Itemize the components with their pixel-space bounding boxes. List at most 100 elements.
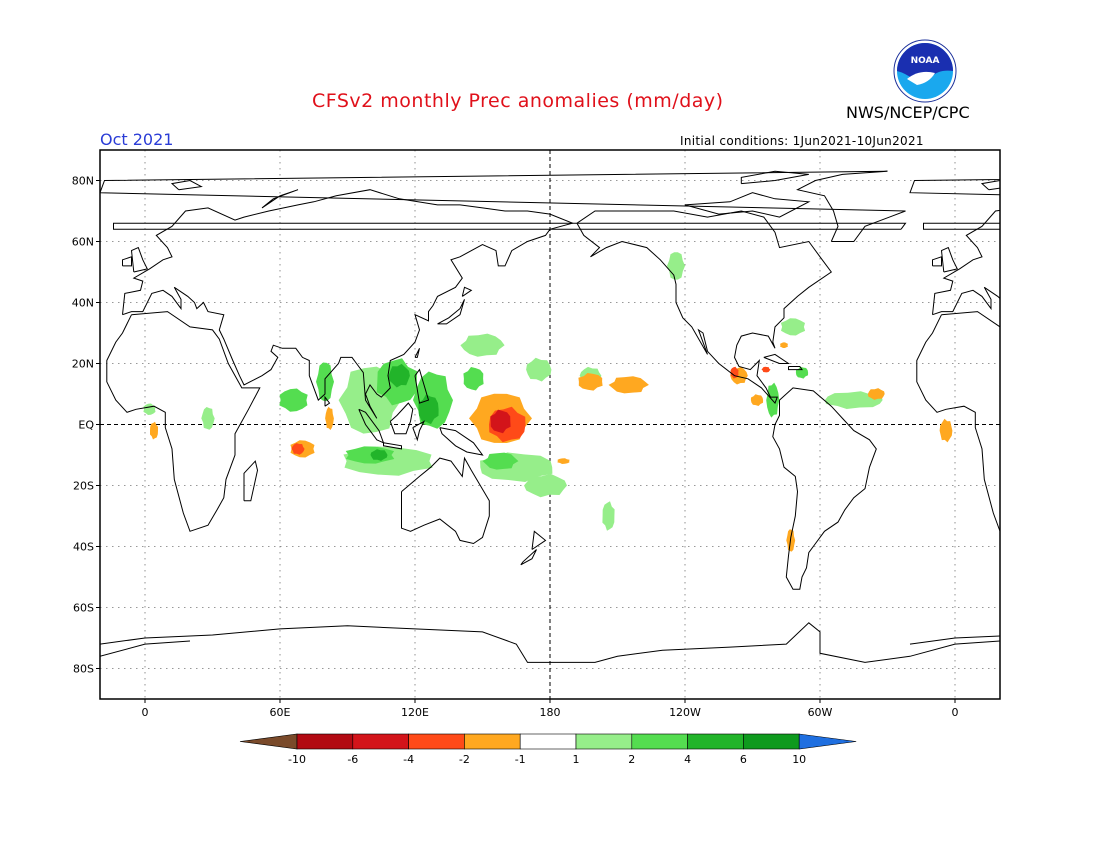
- coastline: [261, 189, 299, 209]
- anomaly-patch: [578, 373, 603, 391]
- precip-anomaly-fields: [143, 252, 953, 552]
- anomaly-patch: [325, 406, 334, 430]
- colorbar-swatch: [464, 733, 521, 750]
- anomaly-patch: [370, 449, 388, 461]
- anomaly-patch: [750, 394, 764, 406]
- colorbar-label: 1: [573, 753, 580, 766]
- coastline: [923, 222, 1000, 230]
- colorbar-swatch: [408, 733, 465, 750]
- coastline: [932, 209, 1000, 316]
- coastline: [576, 210, 833, 405]
- coastline: [100, 640, 191, 657]
- coastline: [439, 427, 484, 456]
- anomaly-patch: [824, 391, 883, 409]
- anomaly-patch: [761, 366, 771, 373]
- anomaly-patch: [143, 403, 156, 415]
- colorbar-label: 10: [792, 753, 806, 766]
- colorbar-label: -2: [459, 753, 470, 766]
- forecast-month: Oct 2021: [100, 130, 174, 149]
- anomaly-patch: [482, 452, 519, 470]
- anomaly-patch: [490, 409, 511, 434]
- coastline: [909, 635, 1000, 645]
- coastline: [170, 179, 203, 191]
- colorbar-swatch: [575, 733, 633, 750]
- anomaly-patch: [557, 458, 570, 464]
- anomaly-patch: [201, 407, 215, 430]
- lat-tick-label: 80N: [72, 175, 94, 188]
- coastline: [122, 189, 575, 419]
- colorbar-swatch: [296, 733, 354, 750]
- anomaly-patch: [867, 388, 885, 400]
- figure-title: CFSv2 monthly Prec anomalies (mm/day): [312, 90, 724, 112]
- colorbar-label: 6: [740, 753, 747, 766]
- anomaly-patch: [780, 318, 806, 336]
- coastline: [243, 460, 259, 502]
- colorbar-label: -10: [288, 753, 306, 766]
- colorbar-arrow-low: [239, 733, 298, 750]
- lat-tick-label: 40S: [73, 541, 94, 554]
- coastline: [1054, 461, 1068, 501]
- coastline: [788, 366, 803, 371]
- colorbar-label: -4: [403, 753, 414, 766]
- initial-conditions: Initial conditions: 1Jun2021-10Jun2021: [680, 134, 924, 148]
- lat-tick-label: 20N: [72, 358, 94, 371]
- noaa-logo-icon: NOAA: [893, 39, 957, 103]
- colorbar-arrow-high: [798, 733, 857, 750]
- coastline: [461, 286, 473, 297]
- lat-tick-label: EQ: [78, 419, 94, 432]
- colorbar-swatch: [352, 733, 409, 750]
- coastline: [0, 223, 96, 229]
- coastline: [401, 456, 490, 545]
- lon-tick-label: 60W: [808, 706, 833, 719]
- anomaly-patch: [524, 473, 567, 498]
- lon-tick-label: 60E: [270, 706, 291, 719]
- coastline: [106, 311, 261, 532]
- lat-tick-label: 60N: [72, 236, 94, 249]
- coastline: [980, 179, 1000, 191]
- anomaly-patch: [388, 363, 410, 388]
- graticule: [100, 150, 1000, 699]
- colorbar-swatch: [631, 733, 688, 750]
- coastline: [909, 178, 1000, 196]
- colorbar-swatch: [519, 733, 577, 750]
- colorbar-label: 2: [628, 753, 635, 766]
- lon-tick-label: 120W: [669, 706, 701, 719]
- anomaly-patch: [780, 342, 788, 348]
- colorbar-swatch: [743, 733, 800, 750]
- coastline: [130, 246, 149, 273]
- coastline: [0, 211, 21, 403]
- coastline: [414, 348, 420, 358]
- coastline: [520, 549, 537, 566]
- lon-tick-label: 120E: [401, 706, 429, 719]
- coastline: [389, 402, 414, 435]
- anomaly-patch: [667, 252, 685, 280]
- coastline: [740, 170, 809, 185]
- coastline: [684, 192, 811, 218]
- anomaly-patch: [939, 418, 953, 443]
- anomaly-patch: [795, 366, 809, 379]
- lat-tick-label: 60S: [73, 602, 94, 615]
- map-axes: 80N 60N 40N 20N EQ 20S 40S 60S 80S 0 60E 120E 180 120…: [72, 175, 959, 720]
- anomaly-patch: [608, 376, 649, 394]
- coastline: [113, 222, 907, 230]
- coastline: [932, 256, 942, 267]
- coastline: [414, 368, 430, 404]
- anomaly-patch: [730, 366, 739, 379]
- coastline: [100, 170, 906, 242]
- colorbar-label: -1: [515, 753, 526, 766]
- lat-tick-label: 20S: [73, 480, 94, 493]
- coastline: [412, 420, 426, 442]
- lon-tick-label: 180: [540, 706, 561, 719]
- coastline: [383, 442, 402, 450]
- colorbar-label: 4: [684, 753, 691, 766]
- logo-text: NOAA: [911, 56, 940, 66]
- coastline: [916, 311, 1000, 532]
- coastline: [0, 388, 66, 589]
- coastline: [940, 246, 959, 273]
- anomaly-patch: [150, 421, 158, 440]
- anomaly-patch: [463, 367, 484, 391]
- lat-tick-label: 80S: [73, 663, 94, 676]
- colorbar-label: -6: [347, 753, 358, 766]
- colorbar: -10 -6 -4 -2 -1 1 2 4 6 10: [239, 733, 857, 766]
